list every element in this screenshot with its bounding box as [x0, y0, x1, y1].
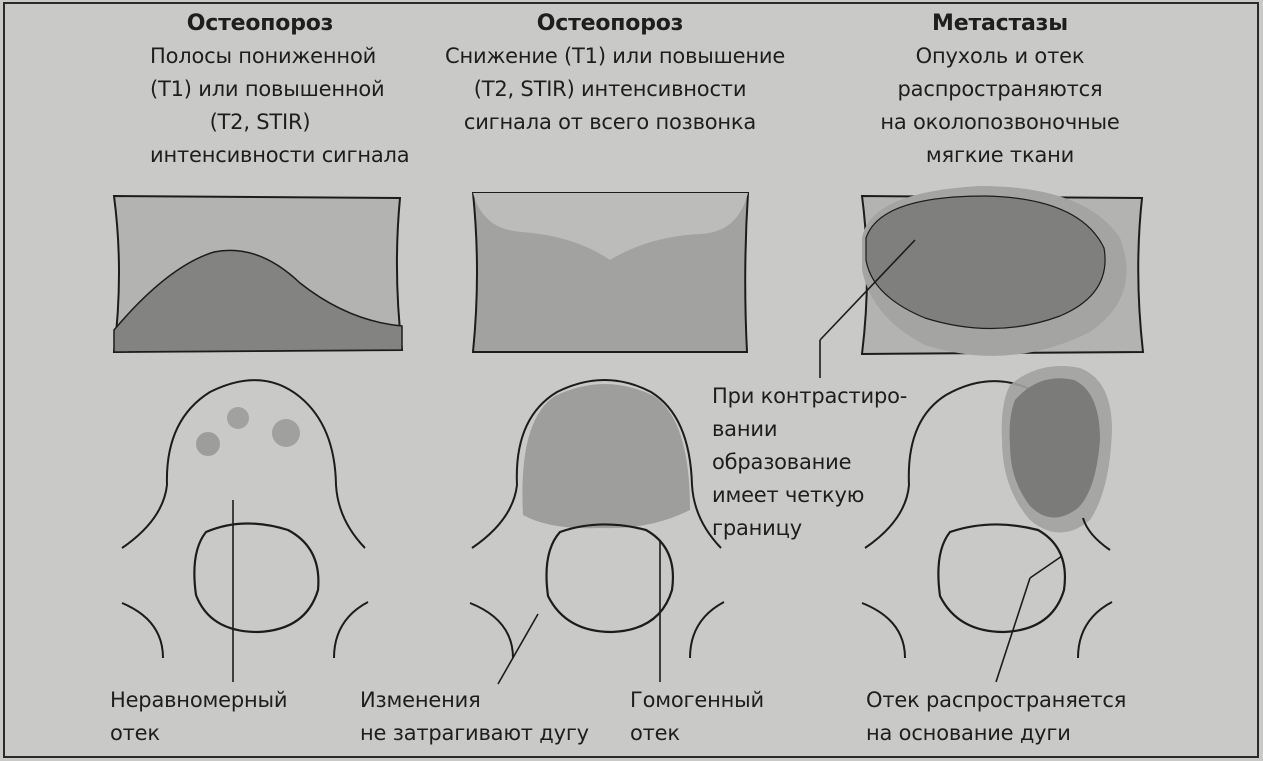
vertebra-axial-1	[121, 379, 369, 659]
description-line: Полосы пониженной	[150, 44, 377, 68]
vertebra-axial-3	[861, 366, 1113, 659]
homogeneous-edema	[522, 384, 690, 529]
callout-line: границу	[712, 516, 802, 540]
column-3-text: Метастазы Опухоль и отек распространяютс…	[880, 7, 1120, 172]
description-line: распространяются	[897, 77, 1103, 101]
description-line: сигнала от всего позвонка	[463, 110, 757, 134]
description-line: мягкие ткани	[925, 143, 1075, 167]
callout-arch-involved: Отек распространяется на основание дуги	[866, 684, 1156, 750]
callout-line: на основание дуги	[866, 721, 1071, 745]
description-line: (T2, STIR) интенсивности	[473, 77, 747, 101]
callout-line: Отек распространяется	[866, 688, 1127, 712]
vertebra-axial-2	[469, 379, 725, 659]
column-2-text: Остеопороз Снижение (T1) или повышение (…	[445, 7, 786, 139]
callout-line: отек	[110, 721, 160, 745]
leader-line	[497, 613, 539, 685]
edema-spot	[196, 432, 220, 456]
column-heading: Остеопороз	[186, 11, 334, 36]
metastasis-lesion	[1009, 378, 1100, 518]
callout-homogeneous: Гомогенный отек	[630, 684, 790, 750]
callout-line: Неравномерный	[110, 688, 288, 712]
callout-contrast: При контрастиро- вании образование имеет…	[712, 380, 912, 545]
callout-line: образование	[712, 450, 852, 474]
callout-line: отек	[630, 721, 680, 745]
leader-line	[1029, 555, 1063, 579]
edema-spot	[227, 407, 249, 429]
description-line: на околопозвоночные	[880, 110, 1120, 134]
description-line: (T1) или повышенной	[150, 77, 385, 101]
callout-uneven-edema: Неравномерный отек	[110, 684, 320, 750]
leader-line	[995, 577, 1031, 683]
callout-line: имеет четкую	[712, 483, 865, 507]
callout-line: При контрастиро-	[712, 384, 908, 408]
callout-line: Гомогенный	[630, 688, 764, 712]
edema-spot	[272, 419, 300, 447]
description-line: Снижение (T1) или повышение	[445, 44, 786, 68]
callout-arch-spared: Изменения не затрагивают дугу	[360, 684, 600, 750]
leader-line	[819, 239, 916, 341]
description-line: Опухоль и отек	[915, 44, 1085, 68]
spinal-canal	[193, 522, 320, 634]
column-heading: Метастазы	[932, 11, 1068, 36]
tumor-mass	[865, 195, 1106, 330]
column-1-text: Остеопороз Полосы пониженной (T1) или по…	[150, 7, 410, 172]
callout-line: не затрагивают дугу	[360, 721, 589, 745]
figure-frame	[3, 2, 1259, 758]
column-heading: Остеопороз	[536, 11, 684, 36]
callout-line: вании	[712, 417, 778, 441]
spinal-canal	[545, 523, 674, 634]
signal-band	[113, 249, 403, 353]
description-line: интенсивности сигнала	[150, 143, 410, 167]
description-line: (T2, STIR)	[209, 110, 311, 134]
spinal-canal	[937, 523, 1066, 634]
callout-line: Изменения	[360, 688, 481, 712]
